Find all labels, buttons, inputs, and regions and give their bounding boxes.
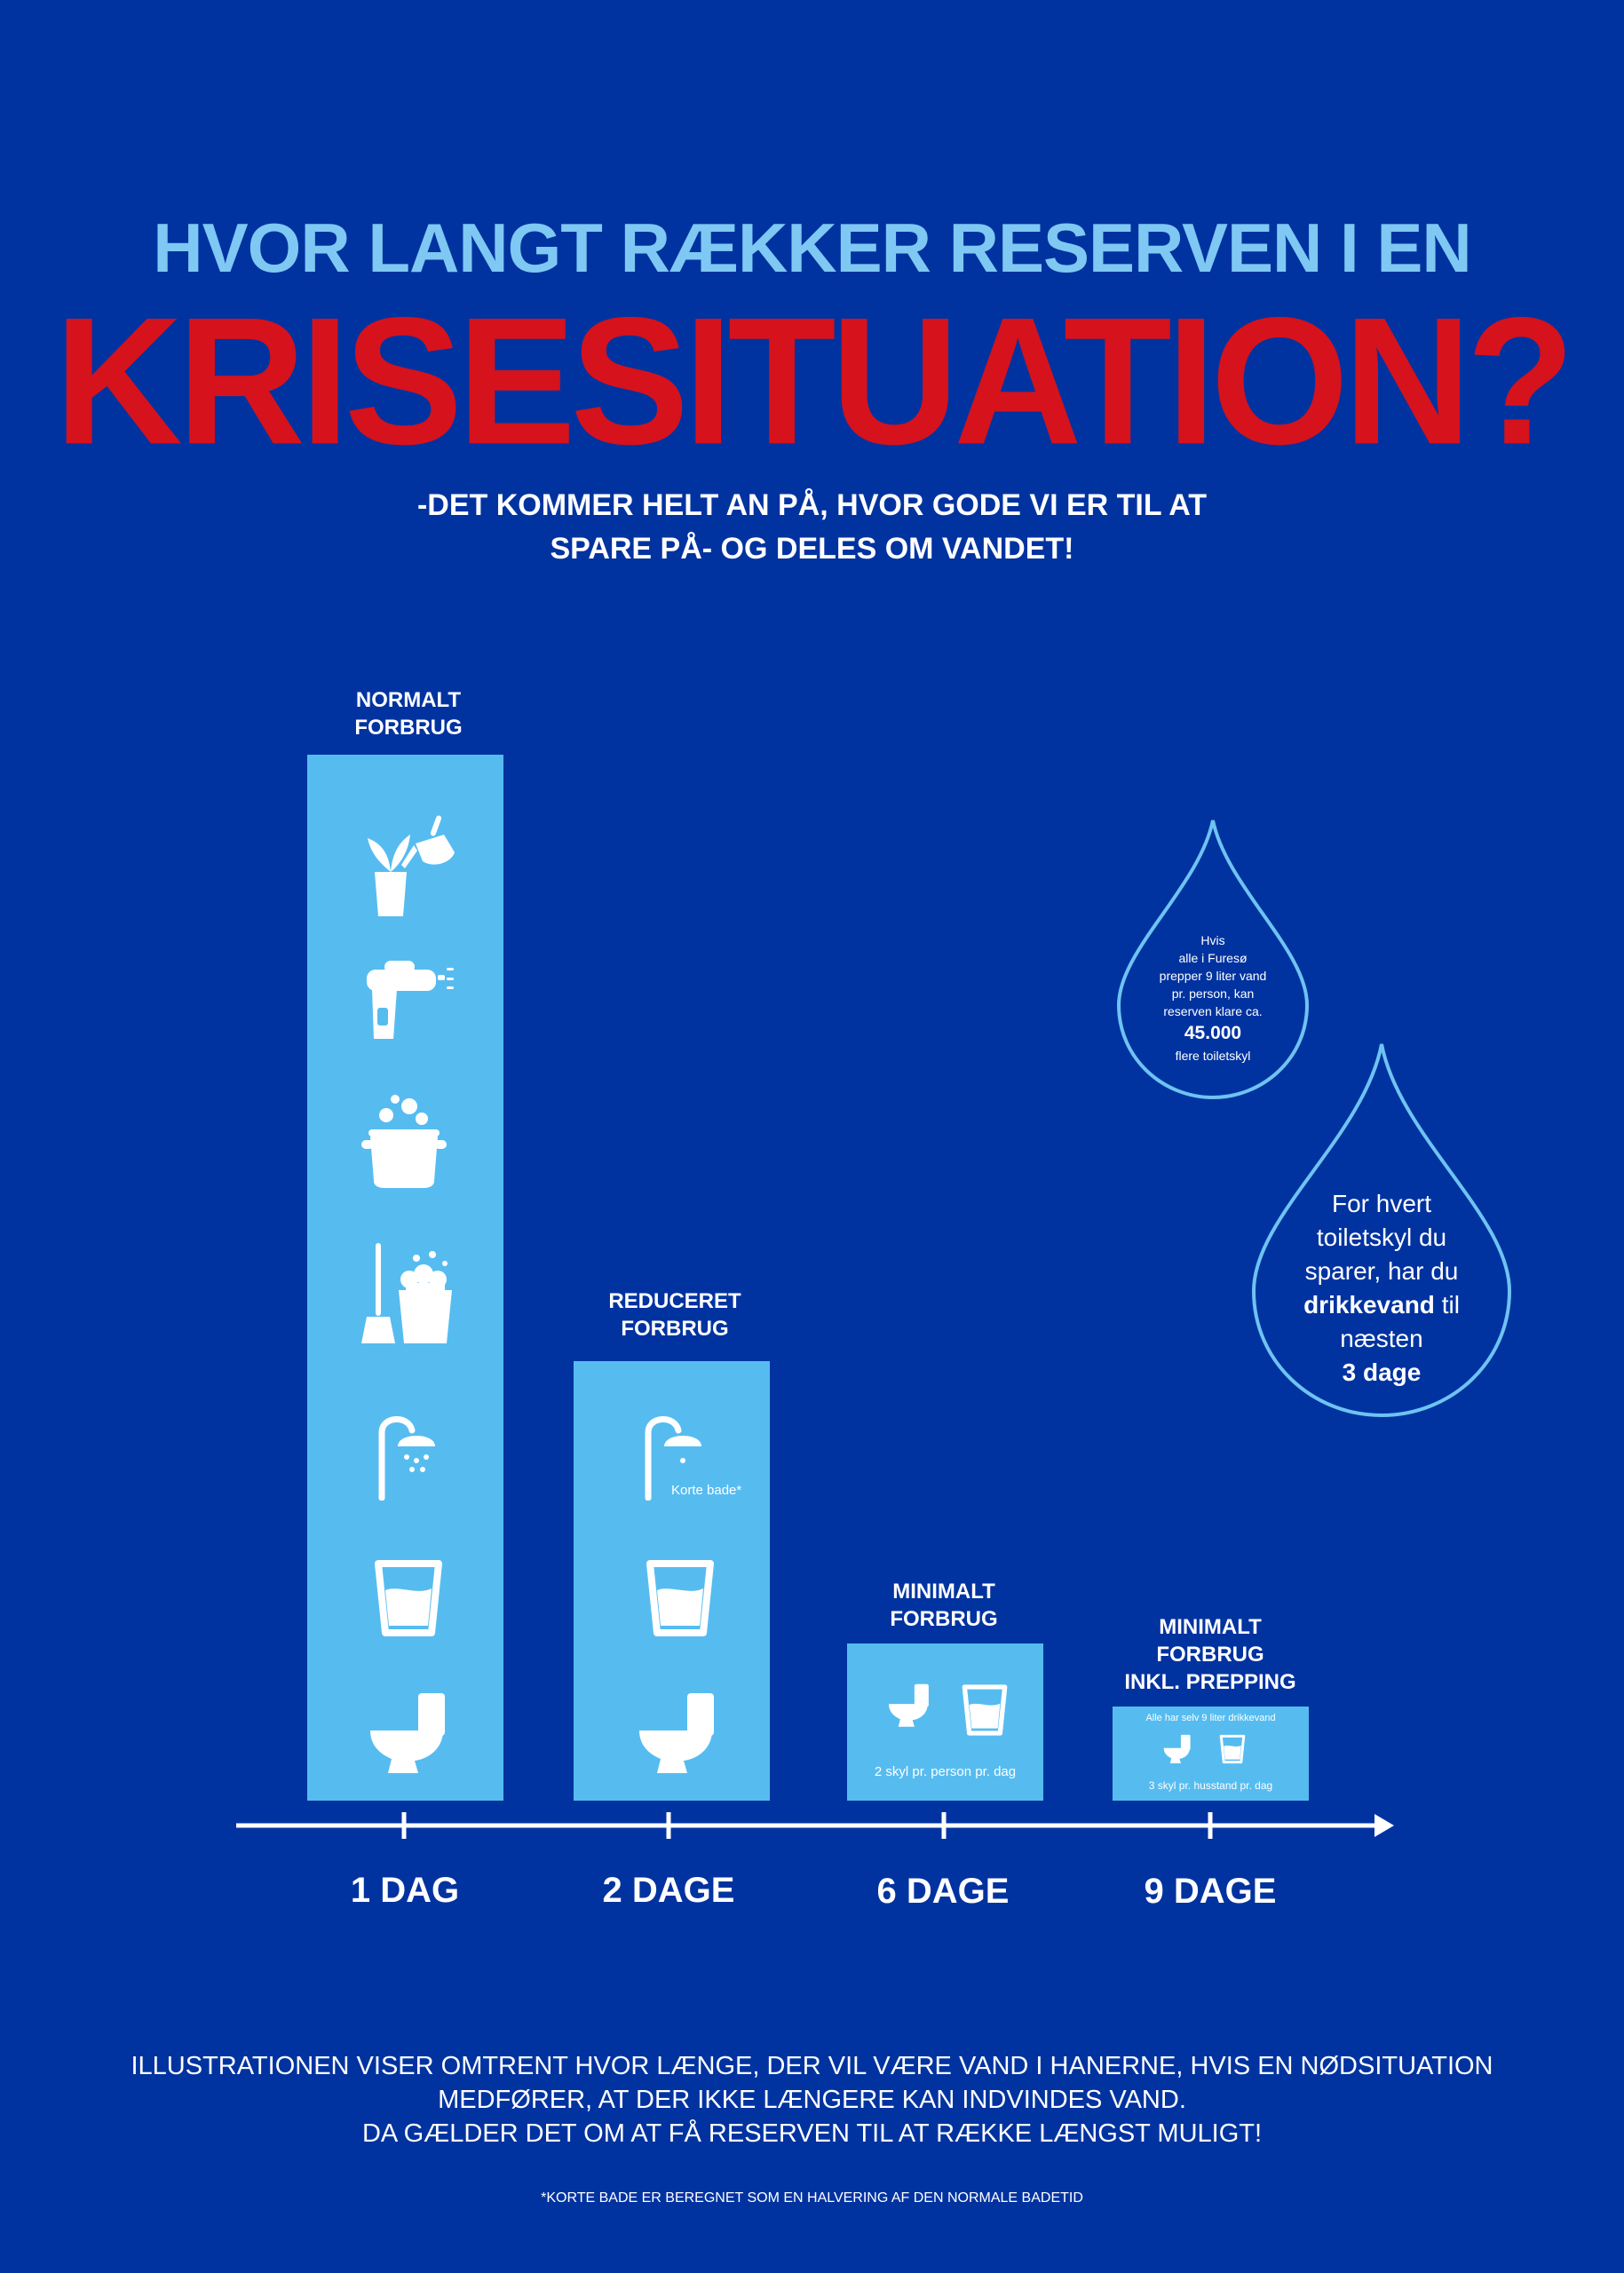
- minimal-flush-note: 2 skyl pr. person pr. dag: [874, 1764, 1017, 1779]
- water-drop-small: [1116, 820, 1310, 1100]
- axis-label-9-days: 9 DAGE: [1144, 1872, 1277, 1911]
- time-axis: [236, 1812, 1394, 1839]
- axis-label-6-days: 6 DAGE: [876, 1872, 1010, 1911]
- drop-text-line: reserven klare ca.: [1163, 1004, 1263, 1018]
- drop-text-line: For hvert: [1331, 1190, 1432, 1217]
- toilet-icon: [1163, 1734, 1191, 1763]
- bar-reduced-consumption: [574, 1361, 770, 1801]
- axis-label-1-day: 1 DAG: [350, 1871, 460, 1910]
- bar-label-line: MINIMALT: [892, 1580, 995, 1604]
- drop-text-rest: til: [1434, 1291, 1460, 1319]
- watering-plant-icon: [368, 815, 455, 916]
- bar-label-line: FORBRUG: [890, 1607, 998, 1631]
- bar-label-line: INKL. PREPPING: [1124, 1670, 1296, 1694]
- drop-text-line: drikkevand til: [1257, 1288, 1506, 1322]
- drop-text-line: alle i Furesø: [1178, 951, 1248, 965]
- water-glass-icon: [1219, 1734, 1246, 1764]
- drop-text-line: næsten: [1340, 1325, 1423, 1352]
- water-gun-icon: [367, 961, 454, 1039]
- prepping-note: Alle har selv 9 liter drikkevand: [1145, 1713, 1276, 1723]
- drop-large-text: For hvert toiletskyl du sparer, har du d…: [1257, 1187, 1506, 1390]
- page-title: KRISESITUATION?: [54, 280, 1574, 483]
- water-drop-large: [1251, 1043, 1512, 1418]
- subtitle: -DET KOMMER HELT AN PÅ, HVOR GODE VI ER …: [0, 484, 1624, 571]
- subtitle-line-2: SPARE PÅ- OG DELES OM VANDET!: [550, 532, 1074, 566]
- bar-label-line: REDUCERET: [608, 1289, 741, 1313]
- bar-label-line: NORMALT: [355, 688, 462, 712]
- shower-icon: [378, 1416, 435, 1501]
- prepping-flush-note: 3 skyl pr. husstand pr. dag: [1148, 1779, 1273, 1792]
- bar-label-normal: NORMALT FORBRUG: [275, 686, 542, 741]
- cooking-pot-icon: [361, 1095, 447, 1188]
- toilet-icon: [889, 1683, 929, 1727]
- drop-text-line: prepper 9 liter vand: [1159, 969, 1267, 983]
- axis-label-2-days: 2 DAGE: [602, 1871, 735, 1910]
- title-line-1: HVOR LANGT RÆKKER RESERVEN I EN: [153, 209, 1471, 287]
- drop-bold-text: drikkevand: [1303, 1291, 1435, 1319]
- toilet-icon: [370, 1693, 445, 1773]
- bar-label-reduced: REDUCERET FORBRUG: [542, 1287, 808, 1342]
- bar-label-line: FORBRUG: [1156, 1643, 1264, 1667]
- water-glass-icon: [646, 1560, 714, 1636]
- bar-label-line: FORBRUG: [621, 1317, 729, 1341]
- bar-label-minimal: MINIMALT FORBRUG: [811, 1578, 1077, 1633]
- drop-text-line: flere toiletskyl: [1175, 1049, 1251, 1063]
- bar-label-line: MINIMALT: [1159, 1615, 1262, 1639]
- footer-line: DA GÆLDER DET OM AT FÅ RESERVEN TIL AT R…: [361, 2119, 1263, 2148]
- drop-bold-text: 3 dage: [1342, 1358, 1422, 1386]
- subtitle-line-1: -DET KOMMER HELT AN PÅ, HVOR GODE VI ER …: [416, 488, 1208, 522]
- drop-value: 45.000: [1184, 1023, 1242, 1043]
- short-bath-note: Korte bade*: [671, 1483, 742, 1498]
- drop-small-text: Hvis alle i Furesø prepper 9 liter vand …: [1122, 931, 1303, 1065]
- drop-text-line: pr. person, kan: [1171, 986, 1255, 1001]
- shower-icon: [645, 1416, 701, 1501]
- bar-minimal-prepping-consumption: [1113, 1707, 1309, 1801]
- water-glass-icon: [375, 1560, 442, 1636]
- bar-minimal-consumption: [847, 1643, 1043, 1801]
- toilet-icon: [639, 1693, 714, 1773]
- footnote: *KORTE BADE ER BEREGNET SOM EN HALVERING…: [541, 2190, 1083, 2206]
- drop-text-line: toiletskyl du: [1316, 1224, 1447, 1251]
- bar-label-line: FORBRUG: [354, 716, 463, 740]
- bar-label-minimal-prepping: MINIMALT FORBRUG INKL. PREPPING: [1077, 1613, 1343, 1696]
- drop-text-line: Hvis: [1200, 933, 1225, 947]
- footer-line: ILLUSTRATIONEN VISER OMTRENT HVOR LÆNGE,…: [131, 2052, 1493, 2080]
- water-glass-icon: [962, 1684, 1008, 1736]
- footer-text: ILLUSTRATIONEN VISER OMTRENT HVOR LÆNGE,…: [0, 2049, 1624, 2150]
- drop-text-line: sparer, har du: [1304, 1257, 1459, 1285]
- cleaning-bucket-icon: [361, 1243, 452, 1343]
- footer-line: MEDFØRER, AT DER IKKE LÆNGERE KAN INDVIN…: [438, 2086, 1186, 2114]
